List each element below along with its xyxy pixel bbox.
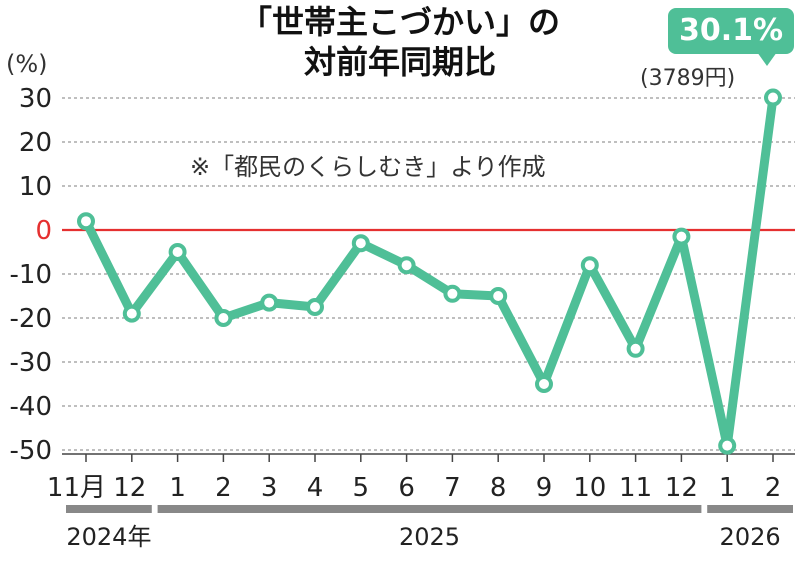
y-tick-label: 0 [35, 216, 52, 246]
x-tick-label: 6 [398, 473, 415, 503]
data-point-marker [489, 287, 508, 305]
x-tick-label: 11月 [47, 473, 106, 503]
y-tick-label: 10 [19, 172, 52, 202]
source-note: ※「都民のくらしむき」より作成 [190, 153, 546, 181]
data-point-marker [672, 227, 691, 246]
y-tick-label: 30 [19, 84, 52, 114]
x-tick-label: 1 [169, 473, 186, 503]
y-tick-label: -40 [10, 392, 52, 422]
callout-badge [668, 8, 794, 54]
year-bar [157, 505, 702, 513]
data-point-marker [626, 339, 645, 358]
x-tick-label: 4 [307, 473, 324, 503]
x-tick-label: 8 [490, 473, 507, 503]
y-tick-label: -30 [10, 348, 52, 378]
series-line [81, 93, 778, 451]
year-label: 2026 [720, 523, 781, 551]
data-point-marker [122, 304, 141, 323]
x-tick-label: 5 [353, 473, 370, 503]
x-tick-label: 12 [113, 473, 146, 503]
y-tick-label: -50 [10, 436, 52, 466]
year-bar [707, 505, 793, 513]
data-point-marker [260, 293, 279, 312]
x-tick-label: 3 [261, 473, 278, 503]
callout-subvalue: (3789円) [640, 66, 736, 91]
chart-title-line1: 「世帯主こづかい」の [239, 3, 560, 41]
chart-title-line2: 対前年同期比 [303, 43, 496, 81]
y-tick-label: -20 [10, 304, 52, 334]
x-tick-label: 2 [215, 473, 232, 503]
data-point-marker [718, 436, 737, 455]
data-point-marker [77, 212, 95, 231]
data-point-marker [443, 284, 462, 303]
data-point-marker [214, 309, 233, 327]
data-point-marker [351, 234, 370, 253]
data-point-marker [764, 88, 782, 107]
x-tick-label: 1 [719, 473, 736, 503]
callout-value: 30.1% [678, 13, 784, 48]
data-point-marker [580, 256, 599, 275]
data-point-marker [535, 375, 553, 393]
x-tick-label: 7 [444, 473, 461, 503]
callout-pointer [757, 52, 777, 66]
data-point-marker [168, 243, 187, 261]
x-tick-label: 9 [536, 473, 553, 503]
year-label: 2024年 [66, 523, 151, 551]
data-point-marker [397, 256, 416, 275]
x-tick-label: 10 [573, 473, 606, 503]
data-point-marker [306, 298, 324, 316]
y-axis-unit: (%) [6, 50, 48, 78]
y-tick-label: 20 [19, 128, 52, 158]
x-tick-label: 2 [765, 473, 782, 503]
x-tick-label: 11 [619, 473, 652, 503]
x-tick-label: 12 [665, 473, 698, 503]
y-tick-label: -10 [10, 260, 52, 290]
year-label: 2025 [399, 523, 460, 551]
year-bar [66, 505, 152, 513]
